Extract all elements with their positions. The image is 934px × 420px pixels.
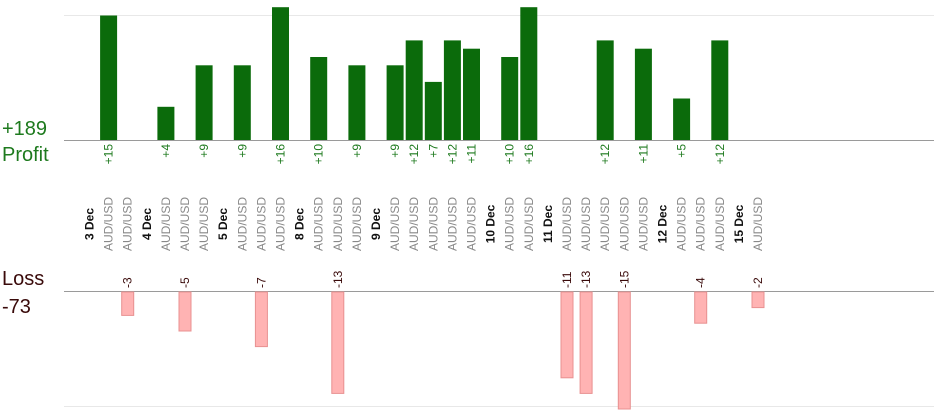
pair-label: AUD/USD: [713, 197, 727, 251]
pair-label: AUD/USD: [388, 197, 402, 251]
profit-value-label: +11: [465, 144, 479, 164]
profit-value-label: +15: [102, 144, 116, 165]
pair-label: AUD/USD: [197, 197, 211, 251]
profit-value-label: +10: [503, 144, 517, 165]
profit-bar: [405, 40, 423, 140]
profit-bar: [100, 15, 118, 140]
profit-value-label: +16: [274, 144, 288, 165]
profit-bar: [195, 65, 213, 140]
pair-label: AUD/USD: [426, 197, 440, 251]
profit-bar: [348, 65, 366, 140]
date-label: 8 Dec: [293, 208, 307, 240]
loss-bar: [579, 291, 593, 394]
loss-bar: [751, 291, 765, 309]
loss-value-label: -15: [617, 270, 631, 288]
profit-value-label: +9: [235, 144, 249, 158]
loss-value-label: -13: [579, 270, 593, 288]
pair-label: AUD/USD: [694, 197, 708, 251]
profit-value-label: +11: [636, 144, 650, 164]
loss-value-label: -11: [560, 271, 574, 288]
loss-bar: [121, 291, 135, 316]
profit-total: +189: [2, 118, 48, 140]
trade-bars: [100, 7, 765, 410]
pair-label: AUD/USD: [503, 197, 517, 251]
pair-label: AUD/USD: [254, 197, 268, 251]
date-label: 15 Dec: [732, 204, 746, 243]
date-label: 3 Dec: [83, 208, 97, 240]
loss-value-label: -3: [121, 277, 135, 288]
pair-label: AUD/USD: [560, 197, 574, 251]
pair-label: AUD/USD: [159, 197, 173, 251]
profit-value-label: +9: [350, 144, 364, 158]
profit-bar: [596, 40, 614, 140]
profit-value-label: +7: [426, 144, 440, 158]
profit-label: Profit: [2, 144, 49, 166]
loss-value-label: -13: [331, 270, 345, 288]
profit-bar: [520, 7, 538, 141]
date-label: 5 Dec: [216, 208, 230, 240]
pair-label: AUD/USD: [102, 197, 116, 251]
date-label: 10 Dec: [484, 204, 498, 243]
trade-labels: 3 Dec AUD/USD +15 AUD/USD -3 4 Dec AUD/USD +4 AU…: [83, 144, 766, 288]
pair-label: AUD/USD: [331, 197, 345, 251]
loss-value-label: -5: [178, 277, 192, 288]
date-label: 4 Dec: [140, 208, 154, 240]
profit-value-label: +10: [312, 144, 326, 165]
pair-label: AUD/USD: [445, 197, 459, 251]
loss-bar: [254, 291, 268, 348]
loss-bar: [694, 291, 708, 324]
loss-bar: [178, 291, 192, 332]
profit-bar: [501, 57, 519, 140]
profit-value-label: +12: [713, 144, 727, 165]
profit-value-label: +12: [407, 144, 421, 165]
profit-value-label: +12: [598, 144, 612, 165]
pair-label: AUD/USD: [121, 197, 135, 251]
loss-value-label: -7: [254, 277, 268, 288]
profit-value-label: +9: [197, 144, 211, 158]
loss-value-label: -2: [751, 277, 765, 288]
profit-bar: [463, 48, 480, 141]
profit-bar: [233, 65, 251, 140]
pair-label: AUD/USD: [579, 197, 593, 251]
profit-value-label: +5: [675, 144, 689, 158]
loss-bar: [560, 291, 574, 379]
pair-label: AUD/USD: [407, 197, 421, 251]
profit-value-label: +12: [445, 144, 459, 165]
pair-label: AUD/USD: [312, 197, 326, 251]
loss-label: Loss: [2, 268, 45, 290]
pair-label: AUD/USD: [636, 197, 650, 251]
pair-label: AUD/USD: [522, 197, 536, 251]
loss-bar: [331, 291, 345, 394]
profit-value-label: +9: [388, 144, 402, 158]
profit-bar: [310, 57, 328, 140]
date-label: 9 Dec: [369, 208, 383, 240]
pair-label: AUD/USD: [598, 197, 612, 251]
loss-value-label: -4: [694, 277, 708, 288]
profit-bar: [386, 65, 404, 140]
loss-bar: [617, 291, 631, 410]
profit-bar: [443, 40, 461, 140]
date-label: 12 Dec: [656, 204, 670, 243]
profit-bar: [634, 48, 652, 141]
chart-gridlines: [64, 15, 934, 407]
profit-bar: [711, 40, 729, 140]
pair-label: AUD/USD: [274, 197, 288, 251]
profit-bar: [157, 106, 175, 140]
pair-label: AUD/USD: [235, 197, 249, 251]
loss-total: -73: [2, 296, 31, 318]
pair-label: AUD/USD: [465, 197, 479, 251]
profit-bar: [424, 81, 442, 140]
pair-label: AUD/USD: [751, 197, 765, 251]
profit-bar: [673, 98, 691, 140]
pair-label: AUD/USD: [178, 197, 192, 251]
date-label: 11 Dec: [541, 205, 555, 243]
profit-value-label: +16: [522, 144, 536, 165]
profit-bar: [272, 7, 289, 141]
pair-label: AUD/USD: [350, 197, 364, 251]
profit-value-label: +4: [159, 144, 173, 158]
pair-label: AUD/USD: [617, 197, 631, 251]
pair-label: AUD/USD: [675, 197, 689, 251]
